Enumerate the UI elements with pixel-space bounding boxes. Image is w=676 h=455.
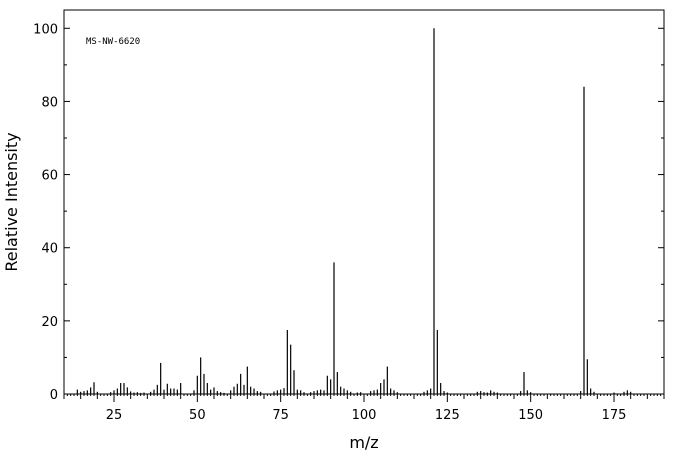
y-tick-label: 0 <box>50 388 58 403</box>
x-tick-label: 125 <box>435 408 460 423</box>
x-tick-label: 150 <box>518 408 543 423</box>
chart-annotation: MS-NW-6620 <box>86 37 140 47</box>
plot-frame <box>63 9 665 395</box>
y-tick-label: 40 <box>41 242 58 257</box>
x-axis-ticks: 25 50 75 100 125 150 175 <box>63 394 665 423</box>
y-tick-label: 60 <box>41 169 58 184</box>
spectrum-peaks <box>76 28 632 394</box>
x-tick-label: 50 <box>189 408 206 423</box>
x-tick-label: 175 <box>602 408 627 423</box>
y-axis-title: Relative Intensity <box>2 132 21 271</box>
y-axis-ticks: 0 20 40 60 80 100 <box>33 22 664 403</box>
x-tick-label: 100 <box>352 408 377 423</box>
x-axis-title: m/z <box>349 433 378 452</box>
y-tick-label: 80 <box>41 95 58 110</box>
y-tick-label: 20 <box>41 315 58 330</box>
x-tick-label: 75 <box>272 408 289 423</box>
x-tick-label: 25 <box>106 408 123 423</box>
y-tick-label: 100 <box>33 22 58 37</box>
